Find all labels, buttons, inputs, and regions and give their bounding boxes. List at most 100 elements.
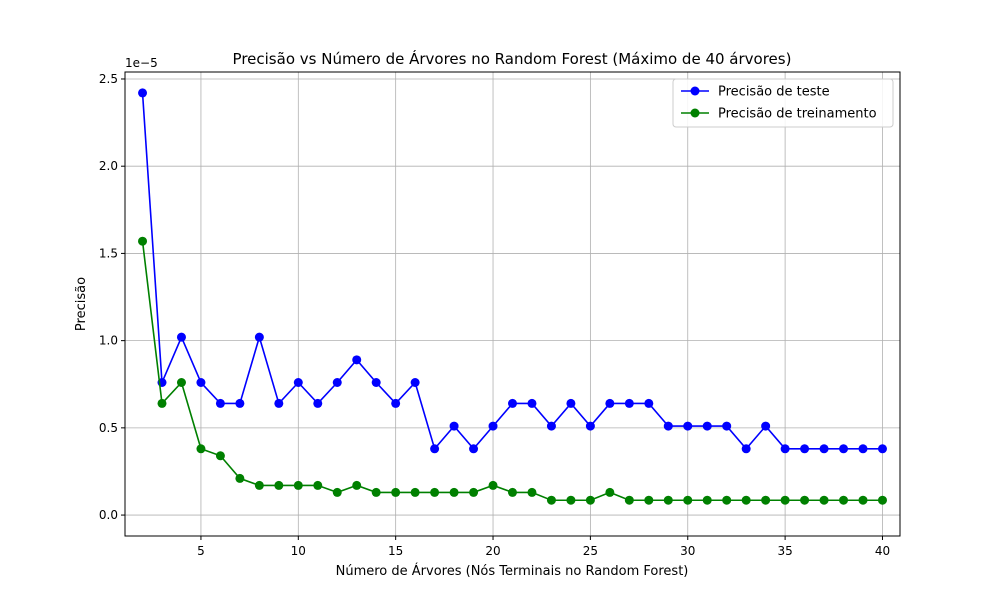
data-point bbox=[780, 444, 790, 454]
data-point bbox=[839, 444, 849, 454]
data-point bbox=[138, 236, 148, 246]
series-layer bbox=[138, 88, 887, 505]
data-point bbox=[313, 398, 323, 408]
data-point bbox=[527, 398, 537, 408]
data-point bbox=[196, 377, 206, 387]
data-point bbox=[274, 398, 284, 408]
legend: Precisão de teste Precisão de treinamento bbox=[672, 78, 894, 128]
x-tick-label: 30 bbox=[680, 544, 695, 558]
legend-box bbox=[672, 78, 894, 128]
data-point bbox=[293, 480, 303, 490]
data-point bbox=[371, 377, 381, 387]
data-point bbox=[235, 473, 245, 483]
legend-item: Precisão de treinamento bbox=[681, 107, 877, 122]
data-point bbox=[293, 377, 303, 387]
x-tick-label: 10 bbox=[291, 544, 306, 558]
data-point bbox=[546, 421, 556, 431]
data-point bbox=[761, 495, 771, 505]
y-tick-label: 0.0 bbox=[99, 508, 118, 522]
data-point bbox=[391, 487, 401, 497]
data-point bbox=[605, 398, 615, 408]
data-point bbox=[488, 480, 498, 490]
data-point bbox=[585, 421, 595, 431]
data-point bbox=[332, 487, 342, 497]
grid-lines bbox=[125, 72, 900, 536]
x-tick-label: 5 bbox=[197, 544, 205, 558]
y-axis-ticks: 0.0 0.5 1.0 1.5 2.0 2.5 bbox=[99, 72, 125, 522]
x-axis-ticks: 5 10 15 20 25 30 35 40 bbox=[197, 536, 890, 558]
x-tick-label: 35 bbox=[777, 544, 792, 558]
data-point bbox=[683, 421, 693, 431]
data-point bbox=[274, 480, 284, 490]
data-point bbox=[761, 421, 771, 431]
plot-area-frame bbox=[124, 71, 901, 537]
legend-label: Precisão de treinamento bbox=[718, 107, 877, 122]
data-point bbox=[819, 444, 829, 454]
data-point bbox=[332, 377, 342, 387]
data-point bbox=[800, 495, 810, 505]
data-point bbox=[352, 480, 362, 490]
x-tick-label: 15 bbox=[388, 544, 403, 558]
data-point bbox=[352, 355, 362, 365]
data-point bbox=[624, 495, 634, 505]
data-point bbox=[508, 487, 517, 497]
y-tick-label: 0.5 bbox=[99, 421, 118, 435]
data-point bbox=[858, 444, 868, 454]
data-point bbox=[800, 444, 810, 454]
y-tick-label: 2.0 bbox=[99, 159, 118, 173]
x-tick-label: 20 bbox=[485, 544, 500, 558]
x-tick-label: 25 bbox=[583, 544, 598, 558]
y-tick-label: 1.5 bbox=[99, 246, 118, 260]
data-point bbox=[254, 332, 264, 342]
legend-label: Precisão de teste bbox=[718, 85, 830, 100]
data-point bbox=[527, 487, 537, 497]
data-point bbox=[780, 495, 790, 505]
data-point bbox=[176, 332, 186, 342]
data-point bbox=[566, 398, 576, 408]
data-point bbox=[254, 480, 264, 490]
data-point bbox=[624, 398, 634, 408]
data-point bbox=[741, 495, 751, 505]
data-point bbox=[702, 421, 712, 431]
data-point bbox=[196, 444, 206, 454]
x-axis-label: Número de Árvores (Nós Terminais no Rand… bbox=[336, 563, 689, 579]
data-point bbox=[819, 495, 829, 505]
data-point bbox=[644, 398, 654, 408]
data-point bbox=[839, 495, 849, 505]
chart-title: Precisão vs Número de Árvores no Random … bbox=[233, 49, 792, 68]
data-point bbox=[508, 398, 517, 408]
data-point bbox=[663, 421, 673, 431]
data-point bbox=[663, 495, 673, 505]
data-point bbox=[488, 421, 498, 431]
data-point bbox=[449, 421, 459, 431]
data-point bbox=[858, 495, 868, 505]
data-point bbox=[566, 495, 576, 505]
x-tick-label: 40 bbox=[875, 544, 890, 558]
data-point bbox=[605, 487, 615, 497]
series-2 bbox=[138, 236, 887, 505]
data-point bbox=[469, 487, 479, 497]
data-point bbox=[430, 487, 440, 497]
data-point bbox=[469, 444, 479, 454]
data-point bbox=[877, 495, 887, 505]
data-point bbox=[683, 495, 693, 505]
series-1 bbox=[138, 88, 887, 454]
data-point bbox=[157, 398, 167, 408]
data-point bbox=[313, 480, 323, 490]
data-point bbox=[546, 495, 556, 505]
data-point bbox=[235, 398, 245, 408]
data-point bbox=[644, 495, 654, 505]
data-point bbox=[410, 487, 420, 497]
data-point bbox=[585, 495, 595, 505]
y-tick-label: 2.5 bbox=[99, 72, 118, 86]
legend-item: Precisão de teste bbox=[681, 85, 830, 100]
data-point bbox=[722, 421, 732, 431]
data-point bbox=[371, 487, 381, 497]
data-point bbox=[877, 444, 887, 454]
data-point bbox=[430, 444, 440, 454]
data-point bbox=[176, 377, 186, 387]
data-point bbox=[391, 398, 401, 408]
legend-marker bbox=[690, 108, 700, 118]
data-point bbox=[449, 487, 459, 497]
